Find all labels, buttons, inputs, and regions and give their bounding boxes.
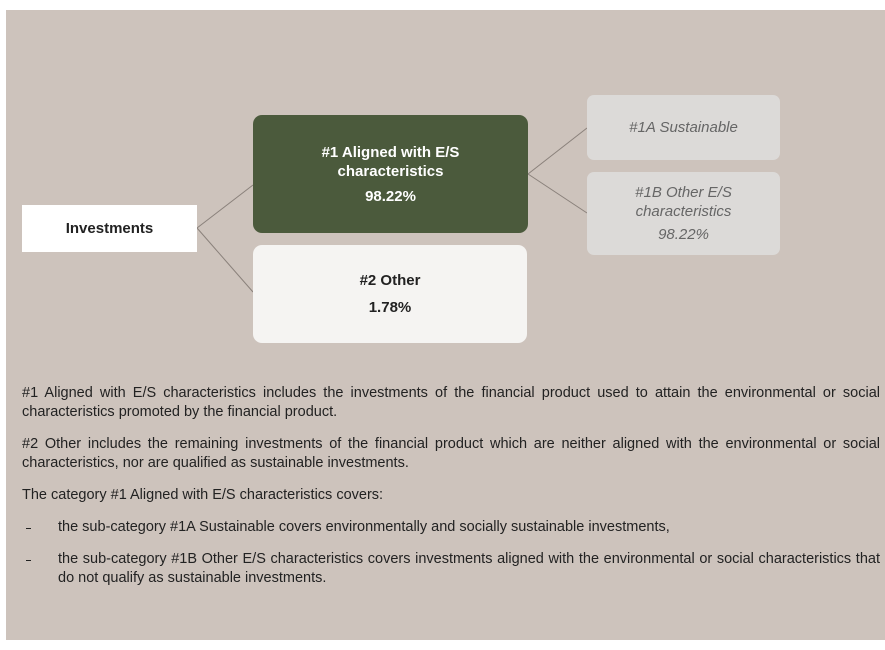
connector [527, 173, 588, 214]
node-sustainable: #1A Sustainable [587, 95, 780, 160]
node-other: #2 Other 1.78% [253, 245, 527, 343]
node-aligned: #1 Aligned with E/S characteristics 98.22… [253, 115, 528, 233]
bullet-item: the sub-category #1A Sustainable covers … [22, 518, 880, 537]
bullet-text: the sub-category #1A Sustainable covers … [58, 519, 670, 535]
explanation: #1 Aligned with E/S characteristics incl… [22, 384, 880, 601]
paragraph: #2 Other includes the remaining investme… [22, 436, 880, 471]
bullet-text: the sub-category #1B Other E/S character… [58, 551, 880, 586]
node-value: 98.22% [658, 226, 709, 243]
connector [527, 127, 588, 175]
bullet-item: the sub-category #1B Other E/S character… [22, 550, 880, 588]
paragraph: The category #1 Aligned with E/S charact… [22, 487, 384, 503]
connector [196, 184, 254, 229]
node-label: #1 Aligned with E/S characteristics [321, 143, 460, 180]
node-label: Investments [65, 220, 154, 237]
paragraph: #1 Aligned with E/S characteristics incl… [22, 385, 880, 420]
bullet-dash [26, 560, 31, 561]
node-label: #2 Other [359, 272, 421, 289]
node-value: 1.78% [368, 299, 412, 316]
bullet-dash [26, 528, 31, 529]
node-value: 98.22% [365, 187, 416, 205]
node-label: #1B Other E/S characteristics [635, 184, 732, 220]
connector [196, 227, 254, 293]
node-other-es: #1B Other E/S characteristics 98.22% [587, 172, 780, 255]
node-investments: Investments [22, 205, 197, 252]
node-label: #1A Sustainable [629, 119, 738, 136]
